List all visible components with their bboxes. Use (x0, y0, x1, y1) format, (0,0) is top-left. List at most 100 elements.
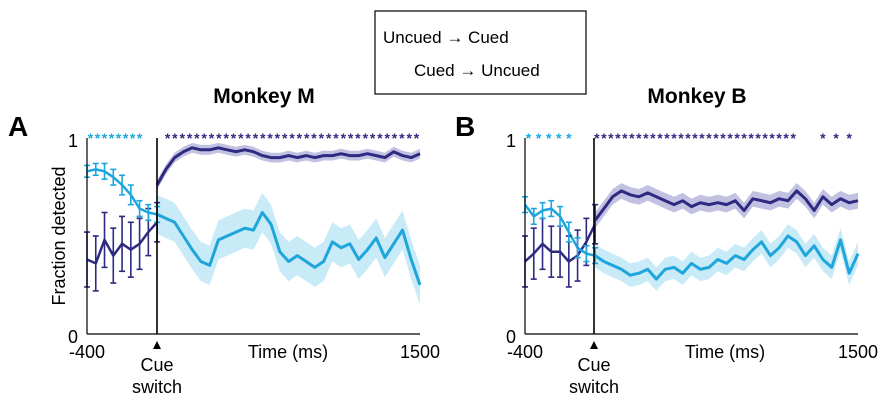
panel-b-cued-to-uncued-post-line (594, 234, 860, 281)
panel-b-uncued-to-cued-errorbar (592, 203, 599, 245)
panel-b-star: * (608, 130, 614, 146)
panel-a-star: * (384, 130, 390, 146)
panel-b-star: * (664, 130, 670, 146)
panel-a-star: * (414, 130, 420, 146)
panel-a-star: * (245, 130, 251, 146)
panel-b-star: * (769, 130, 775, 146)
panel-b-star: * (685, 130, 691, 146)
panel-a-star: * (355, 130, 361, 146)
panel-b-x-tick-max: 1500 (838, 342, 878, 362)
panel-b-uncued-to-cued-errorbar (548, 225, 555, 278)
panel-a-star: * (392, 130, 398, 146)
legend-label-uncued-to-cued: Uncued → Cued (383, 28, 509, 47)
panel-b-cue-label-1: Cue (577, 355, 610, 375)
panel-b-cued-to-uncued-errorbar (557, 205, 564, 227)
panel-a-star: * (88, 130, 94, 146)
panel-b-cued-to-uncued-band (595, 224, 858, 291)
panel-a-star: * (209, 130, 215, 146)
panel-a: A Monkey M * * * * * * * * * * * * * * * * * * * * * * * * * * * * *… (8, 85, 440, 397)
panel-a-star: * (377, 130, 383, 146)
panel-a-uncued-to-cued-errorbar (119, 215, 126, 273)
panel-b-cued-to-uncued-errorbar (539, 201, 546, 220)
legend: Uncued → Cued Cued → Uncued (374, 10, 587, 95)
panel-b-star: * (636, 130, 642, 146)
panel-b-cued-to-uncued-errorbar (592, 246, 599, 265)
panel-b-xlabel: Time (ms) (685, 342, 765, 362)
panel-b-star: * (699, 130, 705, 146)
panel-a-star: * (363, 130, 369, 146)
panel-b-star: * (566, 130, 572, 146)
panel-b-star: * (820, 130, 826, 146)
panel-a-title: Monkey M (213, 85, 315, 108)
panel-a-cue-label-2: switch (132, 377, 182, 397)
panel-b-star: * (790, 130, 796, 146)
panel-a-errorbars (84, 162, 161, 292)
panel-b-star: * (833, 130, 839, 146)
panel-a-star: * (223, 130, 229, 146)
panel-b-star: * (755, 130, 761, 146)
panel-b-star: * (846, 130, 852, 146)
panel-b-star: * (615, 130, 621, 146)
panel-a-star: * (311, 130, 317, 146)
panel-a-star: * (231, 130, 237, 146)
legend-label-cued-to-uncued: Cued → Uncued (414, 61, 540, 80)
panel-b-star: * (650, 130, 656, 146)
panel-b-star: * (657, 130, 663, 146)
panel-a-star: * (297, 130, 303, 146)
panel-a-uncued-to-cued-errorbar (101, 211, 108, 269)
panel-a-star: * (187, 130, 193, 146)
panel-b-cued-to-uncued-errorbar (583, 245, 590, 263)
panel-b-star: * (678, 130, 684, 146)
panel-a-star: * (289, 130, 295, 146)
panel-a-cued-to-uncued-errorbar (101, 162, 108, 180)
panel-b-significance-stars: * * * * * * * * * * * * * * * * * * * * * * * * * * * * * * * * * * * * * (526, 130, 853, 146)
panel-b-cued-to-uncued-errorbar (548, 199, 555, 218)
panel-a-star: * (137, 130, 143, 146)
panel-b-star: * (734, 130, 740, 146)
panel-a-star: * (201, 130, 207, 146)
panel-b-uncued-to-cued-errorbar (530, 227, 537, 280)
panel-a-star: * (216, 130, 222, 146)
panel-a-cued-to-uncued-errorbar (127, 184, 134, 206)
panel-b-star: * (741, 130, 747, 146)
panel-a-star: * (238, 130, 244, 146)
panel-b-y-tick-1: 1 (506, 131, 516, 151)
panel-a-star: * (319, 130, 325, 146)
panel-b-errorbars (522, 196, 599, 288)
panel-a-y-tick-1: 1 (68, 131, 78, 151)
panel-a-star: * (348, 130, 354, 146)
panel-b-star: * (622, 130, 628, 146)
panel-b-star: * (536, 130, 542, 146)
panel-b-star: * (720, 130, 726, 146)
panel-a-star: * (172, 130, 178, 146)
panel-a-star: * (326, 130, 332, 146)
panel-a-star: * (267, 130, 273, 146)
panel-a-star: * (130, 130, 136, 146)
panel-a-cued-to-uncued-post-line (156, 211, 422, 286)
panel-b-cued-to-uncued-errorbar (530, 207, 537, 226)
panel-b-uncued-to-cued-errorbar (539, 217, 546, 271)
panel-b-star: * (601, 130, 607, 146)
panel-b-star: * (713, 130, 719, 146)
panel-a-star: * (399, 130, 405, 146)
panel-a-star: * (194, 130, 200, 146)
panel-a-cued-to-uncued-errorbar (145, 203, 152, 222)
panel-b: B Monkey B * * * * * * * * * * * * * * * * * * * * * * * * * * * * *… (455, 85, 878, 397)
legend-box (374, 10, 587, 95)
panel-a-uncued-to-cued-errorbar (92, 235, 99, 292)
panel-b-star: * (526, 130, 532, 146)
panel-a-uncued-to-cued-errorbar (110, 227, 117, 284)
panel-a-x-tick-min: -400 (69, 342, 105, 362)
panel-b-title: Monkey B (647, 85, 746, 108)
panel-a-star: * (102, 130, 108, 146)
panel-a-cued-to-uncued-errorbar (119, 174, 126, 196)
panel-b-star: * (762, 130, 768, 146)
panel-b-star: * (692, 130, 698, 146)
panel-b-star: * (556, 130, 562, 146)
panel-b-letter: B (455, 111, 475, 142)
panel-a-star: * (282, 130, 288, 146)
panel-a-star: * (116, 130, 122, 146)
panel-a-star: * (275, 130, 281, 146)
panel-b-star: * (546, 130, 552, 146)
